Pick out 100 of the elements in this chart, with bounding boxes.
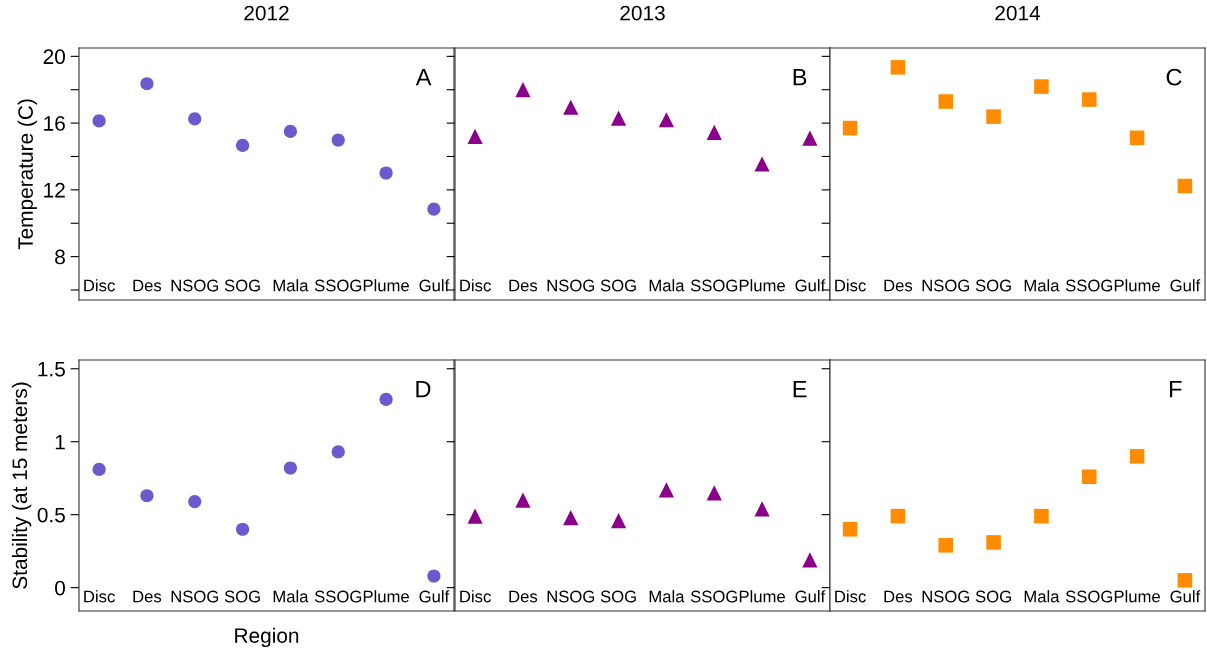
x-tick-label: NSOG (171, 279, 219, 292)
x-tick-label: Des (509, 590, 538, 603)
point (427, 202, 441, 216)
x-tick-label: SSOG (314, 279, 362, 292)
annotation: F (1170, 380, 1182, 398)
point (1129, 130, 1145, 146)
point (938, 538, 954, 553)
y-tick-label: 0.5 (37, 507, 65, 523)
x-tick-label: SOG (975, 590, 1011, 603)
point (754, 501, 770, 517)
x-tick-label: Mala (649, 279, 685, 292)
point (706, 124, 722, 140)
x-axis-title: Region (235, 627, 299, 648)
x-tick-label: SSOG (690, 590, 738, 603)
x-tick-label: Disc (835, 590, 866, 603)
x-tick-label: Gulf (795, 590, 826, 603)
point (283, 124, 297, 139)
x-tick-label: SSOG (1065, 590, 1113, 603)
point (938, 94, 954, 109)
point (610, 512, 627, 529)
chart-title: 2012 (244, 5, 289, 21)
x-tick-label: Plume (363, 279, 409, 292)
point (188, 494, 202, 509)
x-tick-label: Mala (273, 279, 309, 292)
y-tick-label: 12 (44, 182, 65, 198)
point (1081, 92, 1097, 107)
x-tick-label: Plume (739, 590, 785, 603)
point (802, 130, 818, 146)
point (140, 489, 154, 503)
x-tick-label: Disc (84, 279, 115, 292)
x-tick-label: SOG (600, 590, 636, 603)
y-tick-label: 1.5 (38, 361, 65, 377)
point (427, 569, 441, 583)
x-tick-label: Des (133, 590, 162, 603)
x-tick-label: SOG (224, 590, 260, 603)
point (610, 110, 627, 126)
x-tick-label: Disc (84, 590, 115, 603)
point (1129, 449, 1145, 464)
point (986, 535, 1001, 550)
point (754, 156, 770, 172)
x-tick-label: Des (509, 279, 538, 292)
point (1081, 469, 1097, 485)
point (331, 133, 345, 147)
x-tick-label: Plume (1114, 279, 1160, 292)
point (467, 128, 483, 145)
x-tick-label: NSOG (922, 590, 970, 603)
x-tick-label: Des (884, 279, 913, 292)
x-tick-label: Disc (460, 279, 491, 292)
x-tick-label: Mala (649, 590, 685, 603)
x-tick-label: SOG (975, 279, 1011, 292)
annotation: E (793, 380, 807, 398)
x-tick-label: Des (133, 279, 162, 292)
point (236, 522, 250, 536)
point (802, 552, 818, 568)
x-tick-label: SSOG (314, 590, 362, 603)
x-tick-label: Gulf (1170, 279, 1201, 292)
y-tick-label: 16 (44, 116, 65, 131)
point (563, 510, 579, 526)
point (1177, 573, 1193, 588)
x-tick-label: NSOG (547, 279, 595, 292)
point (986, 109, 1001, 124)
y-axis-title: Temperature (C) (17, 99, 38, 250)
point (1177, 178, 1193, 194)
x-tick-label: Mala (1024, 590, 1060, 603)
point (92, 462, 106, 477)
y-tick-label: 20 (43, 49, 65, 65)
point (658, 482, 675, 498)
annotation: B (793, 69, 807, 86)
point (379, 392, 393, 406)
x-tick-label: Mala (1024, 279, 1060, 292)
x-tick-label: Mala (273, 590, 309, 603)
x-tick-label: SOG (224, 279, 260, 292)
point (515, 82, 531, 98)
point (563, 99, 579, 115)
point (283, 461, 297, 475)
point (1034, 508, 1049, 524)
y-axis-title: Stability (at 15 meters) (11, 382, 32, 589)
y-tick-label: 8 (55, 249, 65, 265)
x-tick-label: NSOG (547, 590, 595, 603)
y-tick-label: 0 (55, 580, 65, 596)
x-tick-label: SOG (600, 279, 636, 292)
x-tick-label: SSOG (690, 279, 738, 292)
point (842, 522, 858, 537)
x-tick-label: Plume (1114, 590, 1160, 603)
annotation: D (416, 380, 431, 398)
point (331, 445, 345, 459)
annotation: A (415, 69, 432, 86)
x-tick-label: Plume (739, 279, 785, 292)
x-tick-label: Gulf (795, 279, 826, 292)
x-tick-label: Des (884, 590, 913, 603)
point (706, 485, 722, 501)
x-tick-label: Gulf (419, 279, 450, 292)
point (140, 77, 154, 91)
x-tick-label: Gulf (419, 590, 450, 603)
point (467, 508, 483, 524)
point (188, 112, 202, 126)
point (1034, 79, 1049, 94)
point (658, 112, 675, 128)
x-tick-label: NSOG (922, 279, 970, 292)
x-tick-label: NSOG (171, 590, 219, 603)
